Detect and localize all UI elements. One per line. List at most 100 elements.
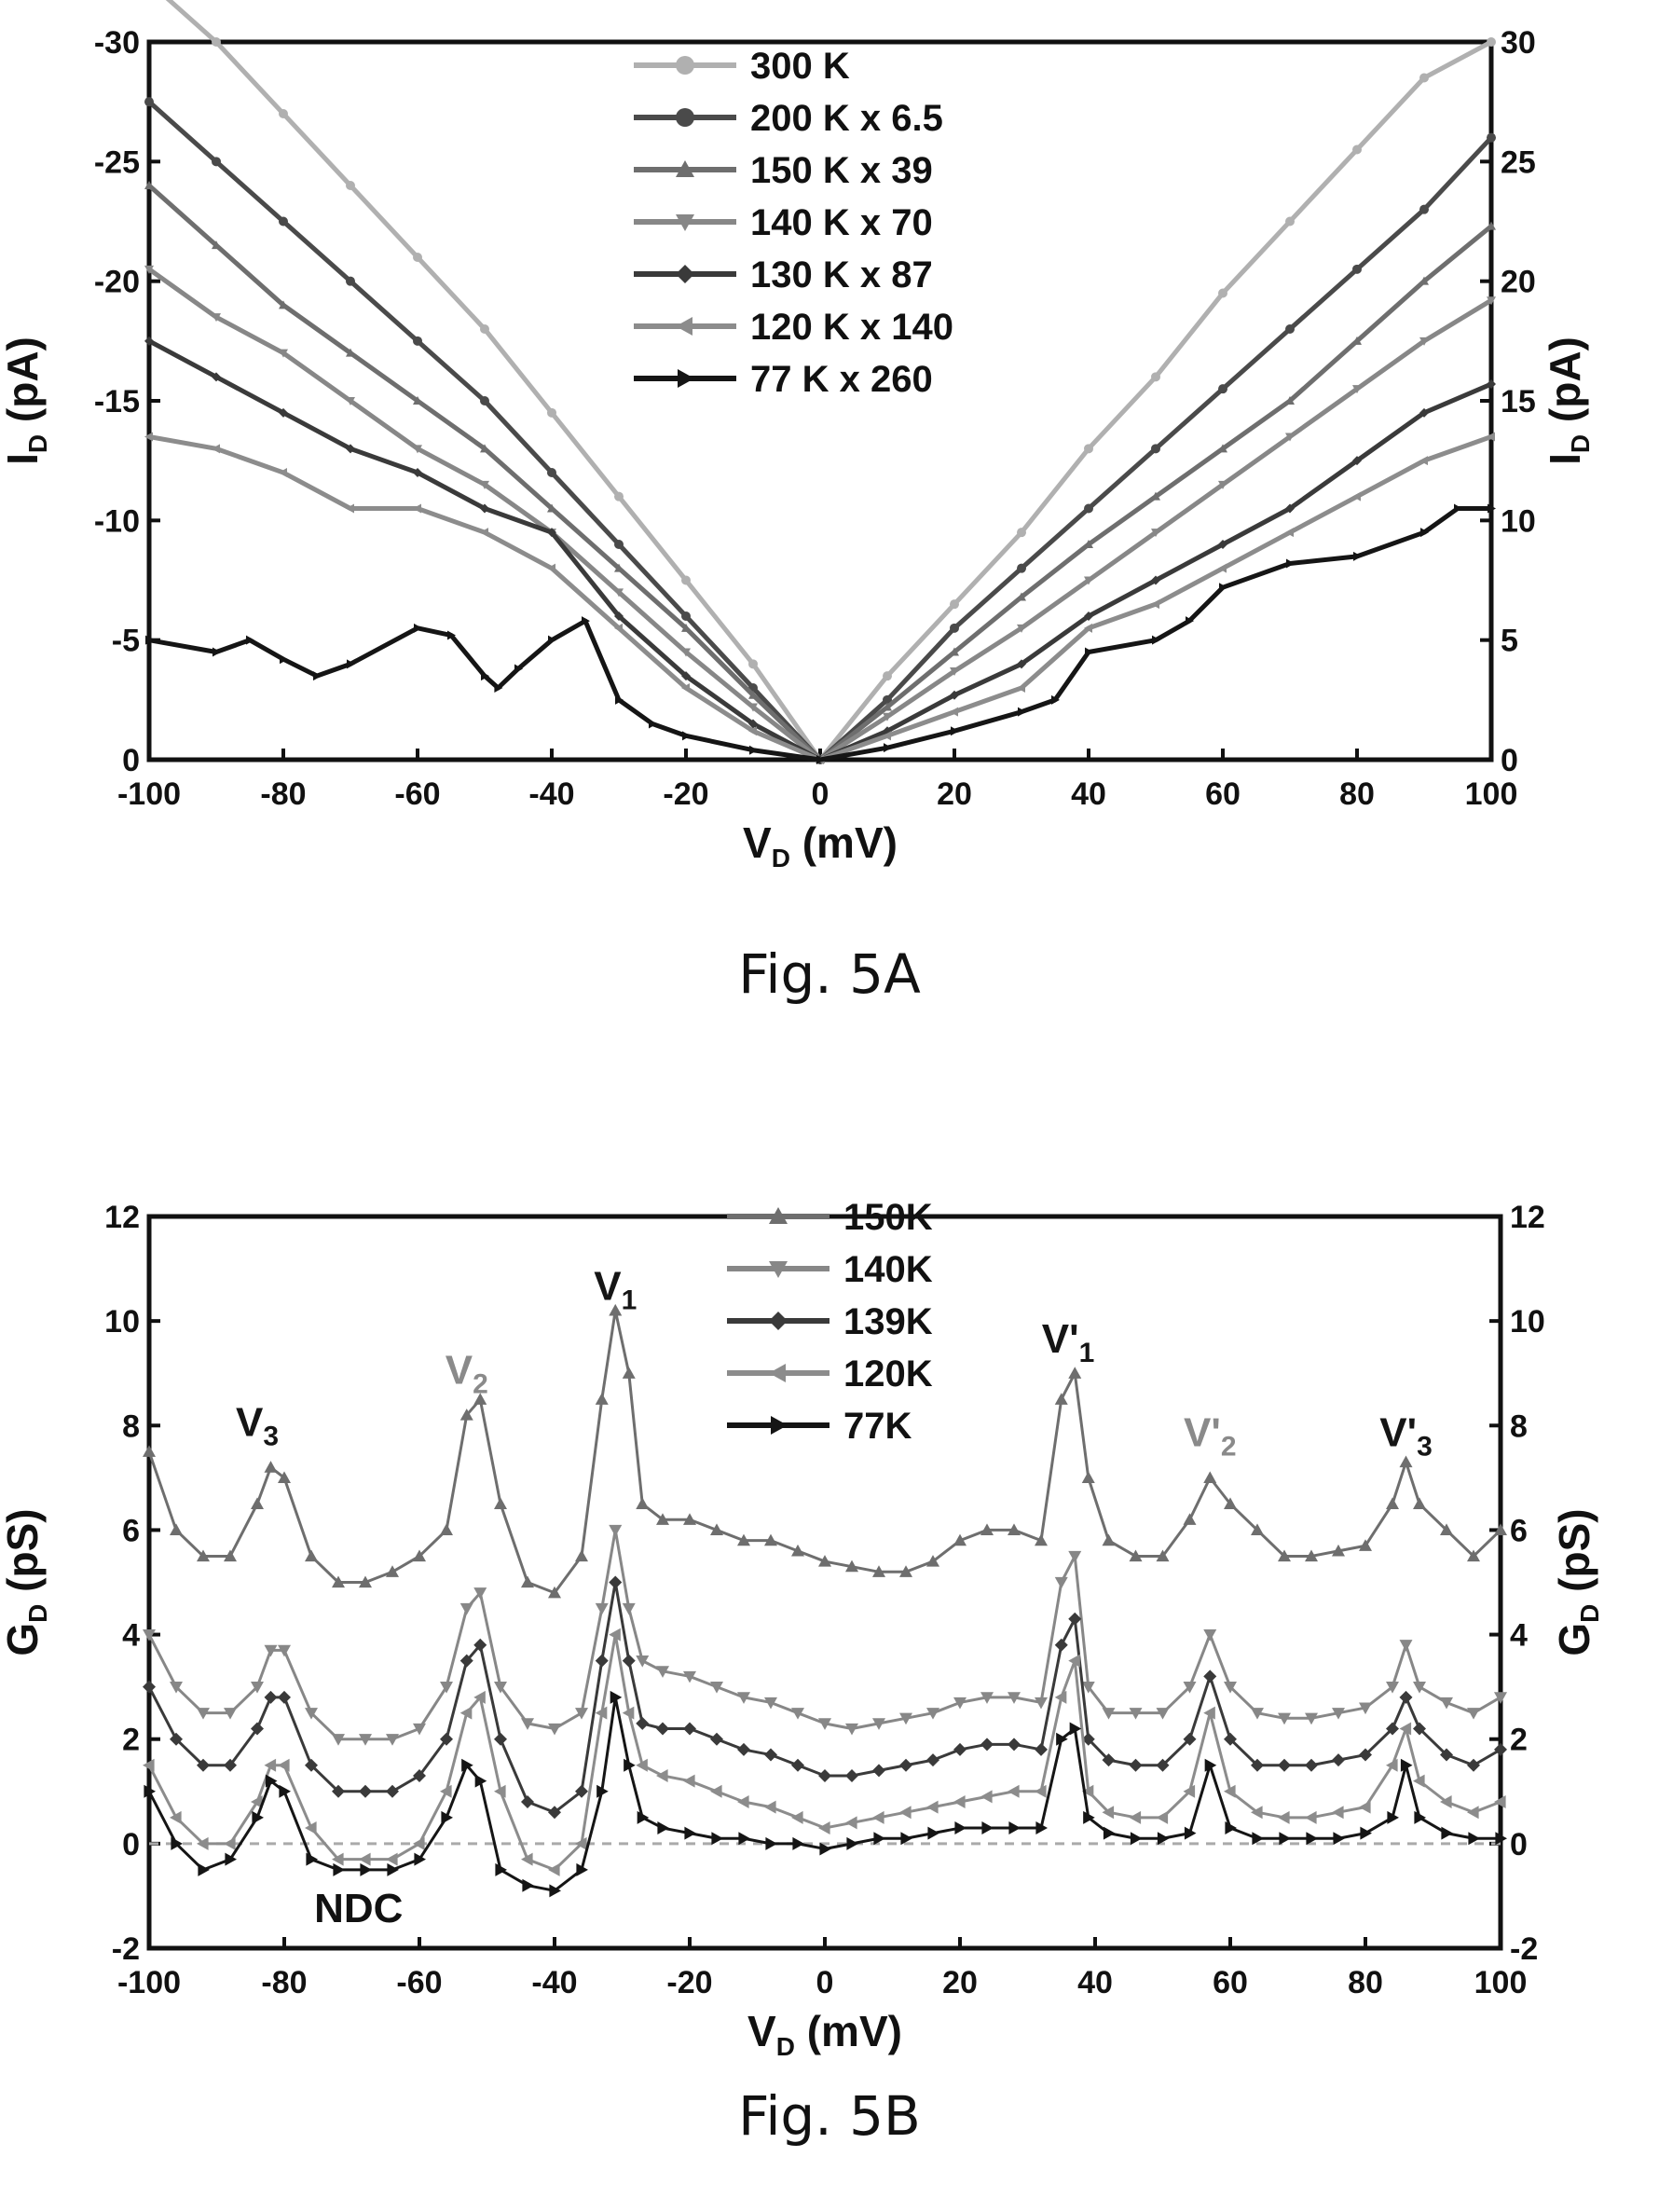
- data-point: [818, 1821, 830, 1835]
- caption-5a: Fig. 5A: [738, 942, 921, 1006]
- x-axis-label-sub: D: [772, 844, 790, 872]
- data-point: [791, 1758, 804, 1772]
- data-point: [683, 1513, 696, 1525]
- data-point: [575, 1708, 588, 1720]
- data-point: [614, 563, 624, 572]
- y-tick-label-left: 6: [122, 1513, 140, 1548]
- y-axis-label-left-sub: D: [23, 434, 52, 453]
- data-point: [264, 1644, 278, 1657]
- data-point: [980, 1692, 994, 1704]
- data-point: [614, 611, 624, 621]
- data-point: [549, 1884, 561, 1898]
- data-point: [1054, 1393, 1068, 1405]
- data-point: [737, 1742, 750, 1756]
- data-point: [1360, 1826, 1372, 1840]
- data-point: [622, 1654, 636, 1668]
- data-point: [575, 1836, 587, 1850]
- data-point: [1218, 563, 1227, 573]
- data-point: [575, 1549, 588, 1562]
- data-point: [1278, 1712, 1291, 1725]
- peak-annotation-sub: 3: [263, 1422, 279, 1452]
- data-point: [224, 1708, 237, 1720]
- data-point: [170, 1682, 183, 1694]
- x-axis-label: VD (mV): [743, 818, 898, 872]
- y-tick-label-left: 0: [122, 1827, 140, 1862]
- data-point: [649, 719, 657, 729]
- data-point: [1102, 1533, 1116, 1546]
- data-point: [251, 1497, 264, 1509]
- y-axis-label-left-sub: D: [23, 1604, 52, 1623]
- data-point: [440, 1732, 453, 1746]
- data-point: [1305, 1712, 1318, 1725]
- data-point: [1084, 623, 1092, 633]
- data-point: [1156, 1549, 1170, 1562]
- peak-annotation-main: V: [446, 1347, 473, 1393]
- data-point: [1332, 1806, 1344, 1820]
- data-point: [1278, 1810, 1290, 1824]
- data-point: [480, 324, 489, 334]
- data-point: [1286, 558, 1295, 569]
- data-point: [953, 1697, 967, 1710]
- data-point: [494, 1682, 507, 1694]
- data-point: [1251, 1758, 1264, 1772]
- data-point: [883, 671, 892, 681]
- data-point: [622, 1367, 636, 1379]
- data-point: [547, 503, 556, 513]
- data-point: [681, 683, 690, 693]
- y-axis-label-right-sub: D: [1566, 434, 1595, 453]
- peak-annotation-sub: 1: [622, 1285, 638, 1316]
- data-point: [899, 1712, 912, 1725]
- legend-marker-4: [676, 265, 694, 283]
- series-line-6: [148, 506, 1491, 763]
- y-tick-label-left: 8: [122, 1408, 140, 1444]
- y-tick-label-left: 10: [104, 1304, 140, 1340]
- data-point: [765, 1836, 777, 1850]
- data-point: [171, 1836, 183, 1850]
- data-point: [1218, 540, 1227, 549]
- data-point: [764, 1800, 776, 1814]
- data-point: [1008, 1784, 1020, 1798]
- peak-annotation-0: V3: [236, 1400, 279, 1452]
- legend-label-4: 130 K x 87: [750, 254, 933, 295]
- legend-marker-0: [769, 1207, 788, 1224]
- data-point: [681, 575, 691, 585]
- data-point: [521, 1575, 534, 1588]
- chart-5a: -100 -80 -60 -40 -20 0 20 40 60 80 1000-5-10-15-20…: [0, 0, 1595, 872]
- legend-marker-3: [676, 214, 694, 231]
- data-point: [1224, 1732, 1237, 1746]
- y-tick-label-right: 25: [1501, 144, 1536, 180]
- data-point: [440, 1523, 453, 1536]
- data-point: [1035, 1821, 1048, 1835]
- data-point: [1017, 592, 1026, 601]
- data-point: [681, 611, 691, 621]
- y-tick-label-right: 8: [1510, 1408, 1528, 1444]
- data-point: [521, 1852, 533, 1866]
- data-point: [1184, 1826, 1197, 1840]
- data-point: [873, 1832, 885, 1846]
- y-axis-label-left: ID (pA): [0, 337, 52, 465]
- data-point: [473, 1393, 487, 1405]
- y-tick-label-right: 15: [1501, 384, 1536, 419]
- data-point: [1186, 616, 1194, 626]
- data-point: [1413, 1497, 1426, 1509]
- data-point: [1488, 503, 1496, 514]
- y-tick-label-left: 4: [122, 1618, 140, 1654]
- x-tick-label: 80: [1348, 1965, 1383, 2000]
- data-point: [279, 407, 288, 418]
- data-point: [144, 181, 154, 189]
- data-point: [1420, 528, 1429, 538]
- data-point: [1305, 1810, 1317, 1824]
- data-point: [359, 1575, 372, 1588]
- data-point: [1203, 1706, 1215, 1720]
- data-point: [1068, 1612, 1082, 1626]
- data-point: [614, 588, 624, 598]
- data-point: [1413, 1682, 1426, 1694]
- peak-annotation-sub: 2: [1221, 1432, 1237, 1463]
- data-point: [1419, 337, 1429, 346]
- legend-label-1: 140K: [843, 1249, 933, 1290]
- data-point: [386, 1565, 399, 1577]
- data-point: [926, 1555, 939, 1567]
- data-point: [710, 1523, 723, 1536]
- data-point: [386, 1852, 398, 1866]
- y-tick-label-right: 10: [1501, 503, 1536, 539]
